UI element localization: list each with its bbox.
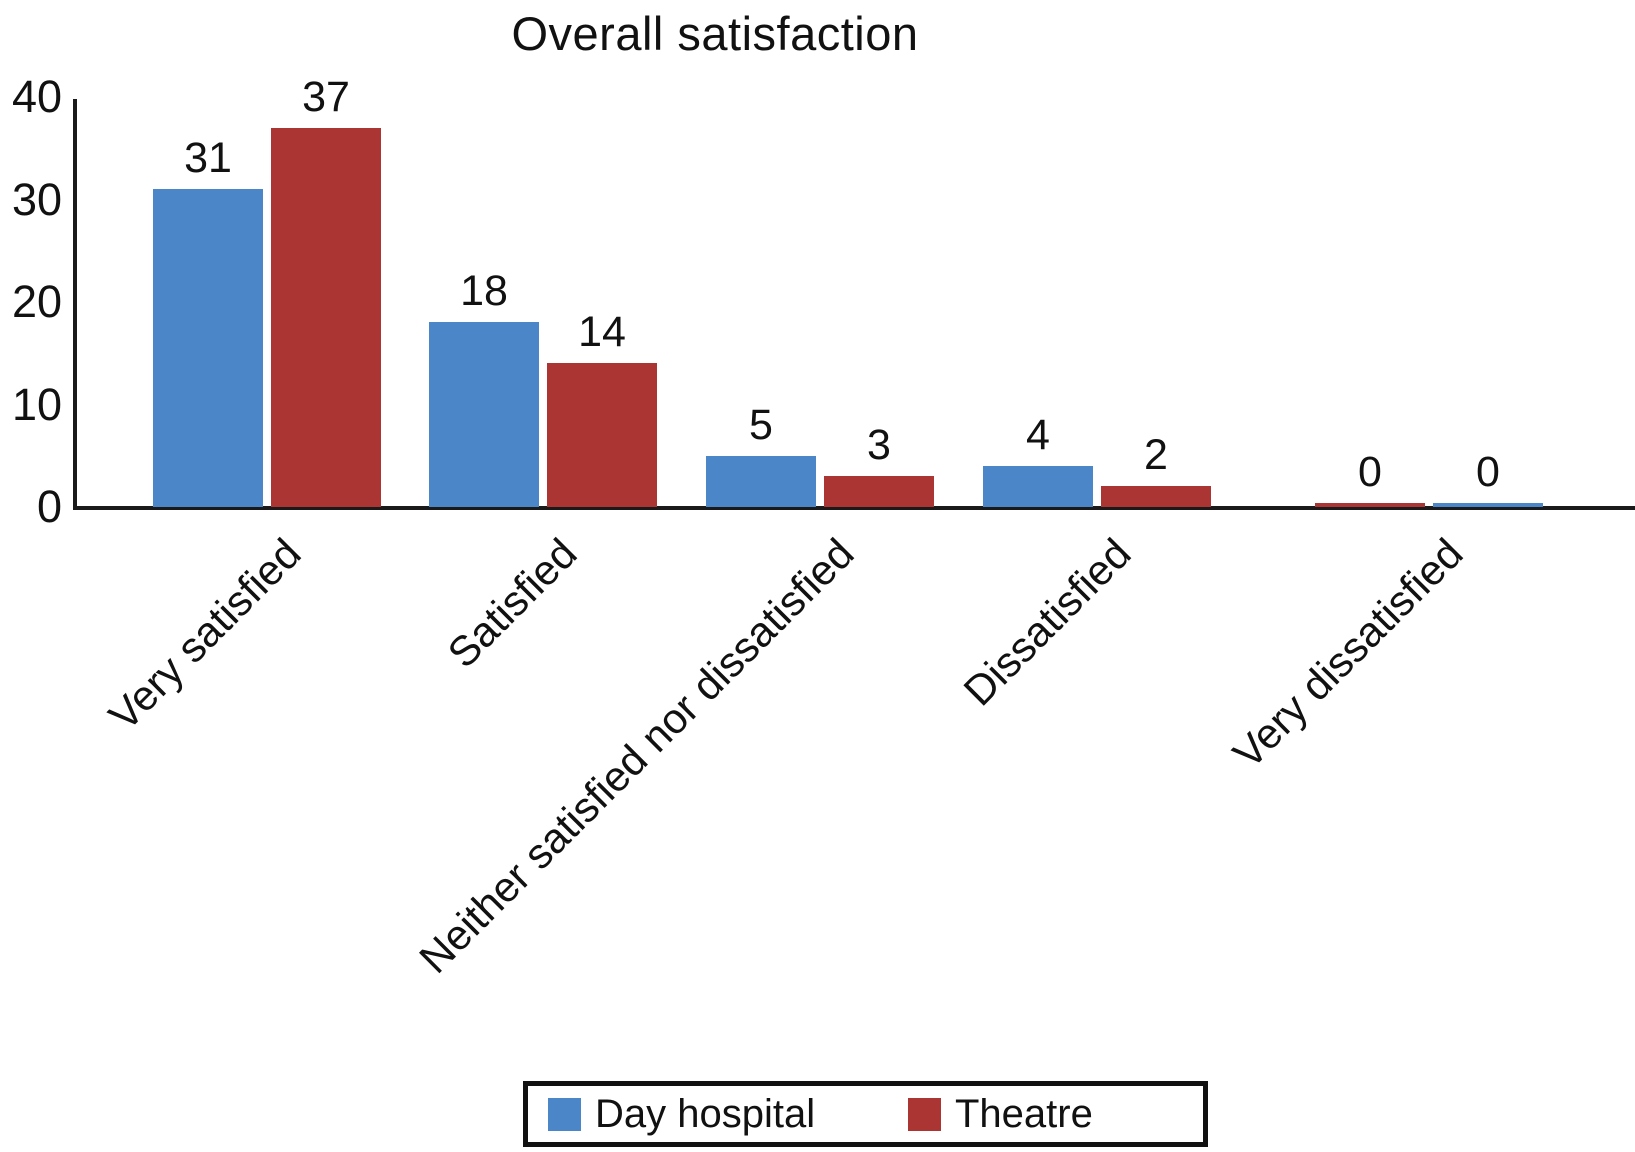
bar-day-hospital-satisfied: [429, 322, 539, 507]
ytick-40: 40: [11, 71, 62, 122]
bar-day-hospital-very-satisfied: [153, 189, 263, 507]
bar-value-theatre-very-satisfied: 37: [302, 73, 350, 121]
bar-theatre-very-dissatisfied: [1315, 503, 1425, 507]
bar-value-day-hospital-satisfied: 18: [460, 267, 508, 315]
bar-theatre-satisfied: [547, 363, 657, 507]
y-axis-line: [73, 99, 77, 510]
category-label-satisfied: Satisfied: [438, 529, 586, 677]
ytick-20: 20: [11, 276, 62, 327]
legend: Day hospital Theatre: [523, 1081, 1208, 1147]
bar-value-theatre-neither-satisfied-nor-dissatisfied: 3: [867, 421, 891, 469]
theatre-swatch: [908, 1097, 941, 1131]
bar-value-theatre-very-dissatisfied: 0: [1358, 448, 1382, 496]
bar-theatre-very-satisfied: [271, 128, 381, 507]
legend-label-day-hospital: Day hospital: [595, 1091, 816, 1136]
bar-value-theatre-dissatisfied: 2: [1144, 431, 1168, 479]
bar-day-hospital-neither-satisfied-nor-dissatisfied: [706, 456, 816, 507]
legend-label-theatre: Theatre: [955, 1091, 1093, 1136]
legend-item-theatre: Theatre: [908, 1092, 1093, 1137]
chart-title: Overall satisfaction: [511, 7, 919, 60]
legend-item-day-hospital: Day hospital: [548, 1092, 908, 1137]
bar-theatre-dissatisfied: [1101, 486, 1211, 507]
bar-theatre-neither-satisfied-nor-dissatisfied: [824, 476, 934, 507]
bar-value-day-hospital-neither-satisfied-nor-dissatisfied: 5: [749, 401, 773, 449]
bar-day-hospital-very-dissatisfied: [1433, 503, 1543, 507]
ytick-30: 30: [11, 173, 62, 225]
x-axis-line: [73, 506, 1635, 510]
day-hospital-swatch: [548, 1097, 581, 1131]
bar-value-theatre-satisfied: 14: [578, 308, 626, 356]
ytick-10: 10: [11, 378, 62, 430]
bar-day-hospital-dissatisfied: [983, 466, 1093, 507]
ytick-0: 0: [36, 481, 62, 532]
bar-value-day-hospital-very-dissatisfied: 0: [1476, 448, 1500, 496]
bar-value-day-hospital-dissatisfied: 4: [1026, 411, 1050, 459]
bar-value-day-hospital-very-satisfied: 31: [184, 134, 232, 182]
